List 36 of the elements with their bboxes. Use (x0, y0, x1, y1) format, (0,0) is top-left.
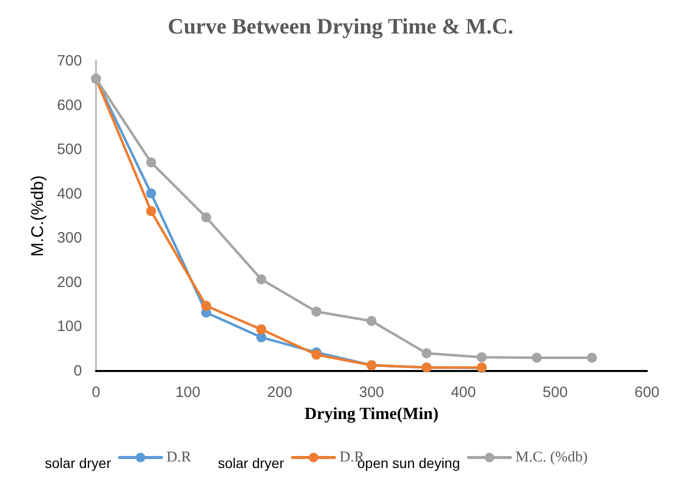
point (311, 306, 322, 317)
x-tick-label: 200 (267, 384, 292, 401)
point (146, 157, 156, 168)
x-tick-label: 600 (634, 384, 660, 401)
point (201, 300, 212, 311)
legend-label: D.R (166, 450, 192, 466)
point (422, 348, 432, 358)
y-tick-label: 500 (56, 141, 82, 158)
y-tick-label: 300 (56, 230, 82, 247)
x-axis-title: Drying Time(Min) (304, 404, 438, 423)
y-tick-label: 700 (56, 52, 82, 70)
text: solar dryer (218, 455, 284, 471)
chart-title: Curve Between Drying Time & M.C. (168, 14, 514, 38)
y-tick-label: 100 (56, 318, 82, 336)
point (256, 324, 266, 334)
y-axis-title: M.C.(%db) (28, 175, 47, 257)
point (146, 206, 156, 216)
y-tick-label: 600 (56, 96, 82, 114)
point (146, 188, 156, 198)
point (201, 212, 212, 222)
x-tick-label: 500 (542, 384, 568, 401)
point (586, 352, 597, 363)
x-tick-label: 300 (358, 384, 384, 401)
point (366, 316, 376, 326)
x-tick-label: 400 (450, 384, 476, 401)
y-tick-label: 400 (56, 185, 82, 202)
legend-label: M.C. (%db) (516, 450, 588, 466)
x-tick-label: 0 (92, 384, 100, 401)
point (476, 352, 487, 362)
point (311, 350, 322, 360)
y-tick-label: 200 (56, 274, 82, 291)
point (532, 352, 542, 363)
y-tick-label: 0 (74, 362, 82, 380)
text: solar dryer (44, 455, 112, 471)
x-tick-label: 100 (175, 384, 200, 401)
point (256, 274, 266, 284)
